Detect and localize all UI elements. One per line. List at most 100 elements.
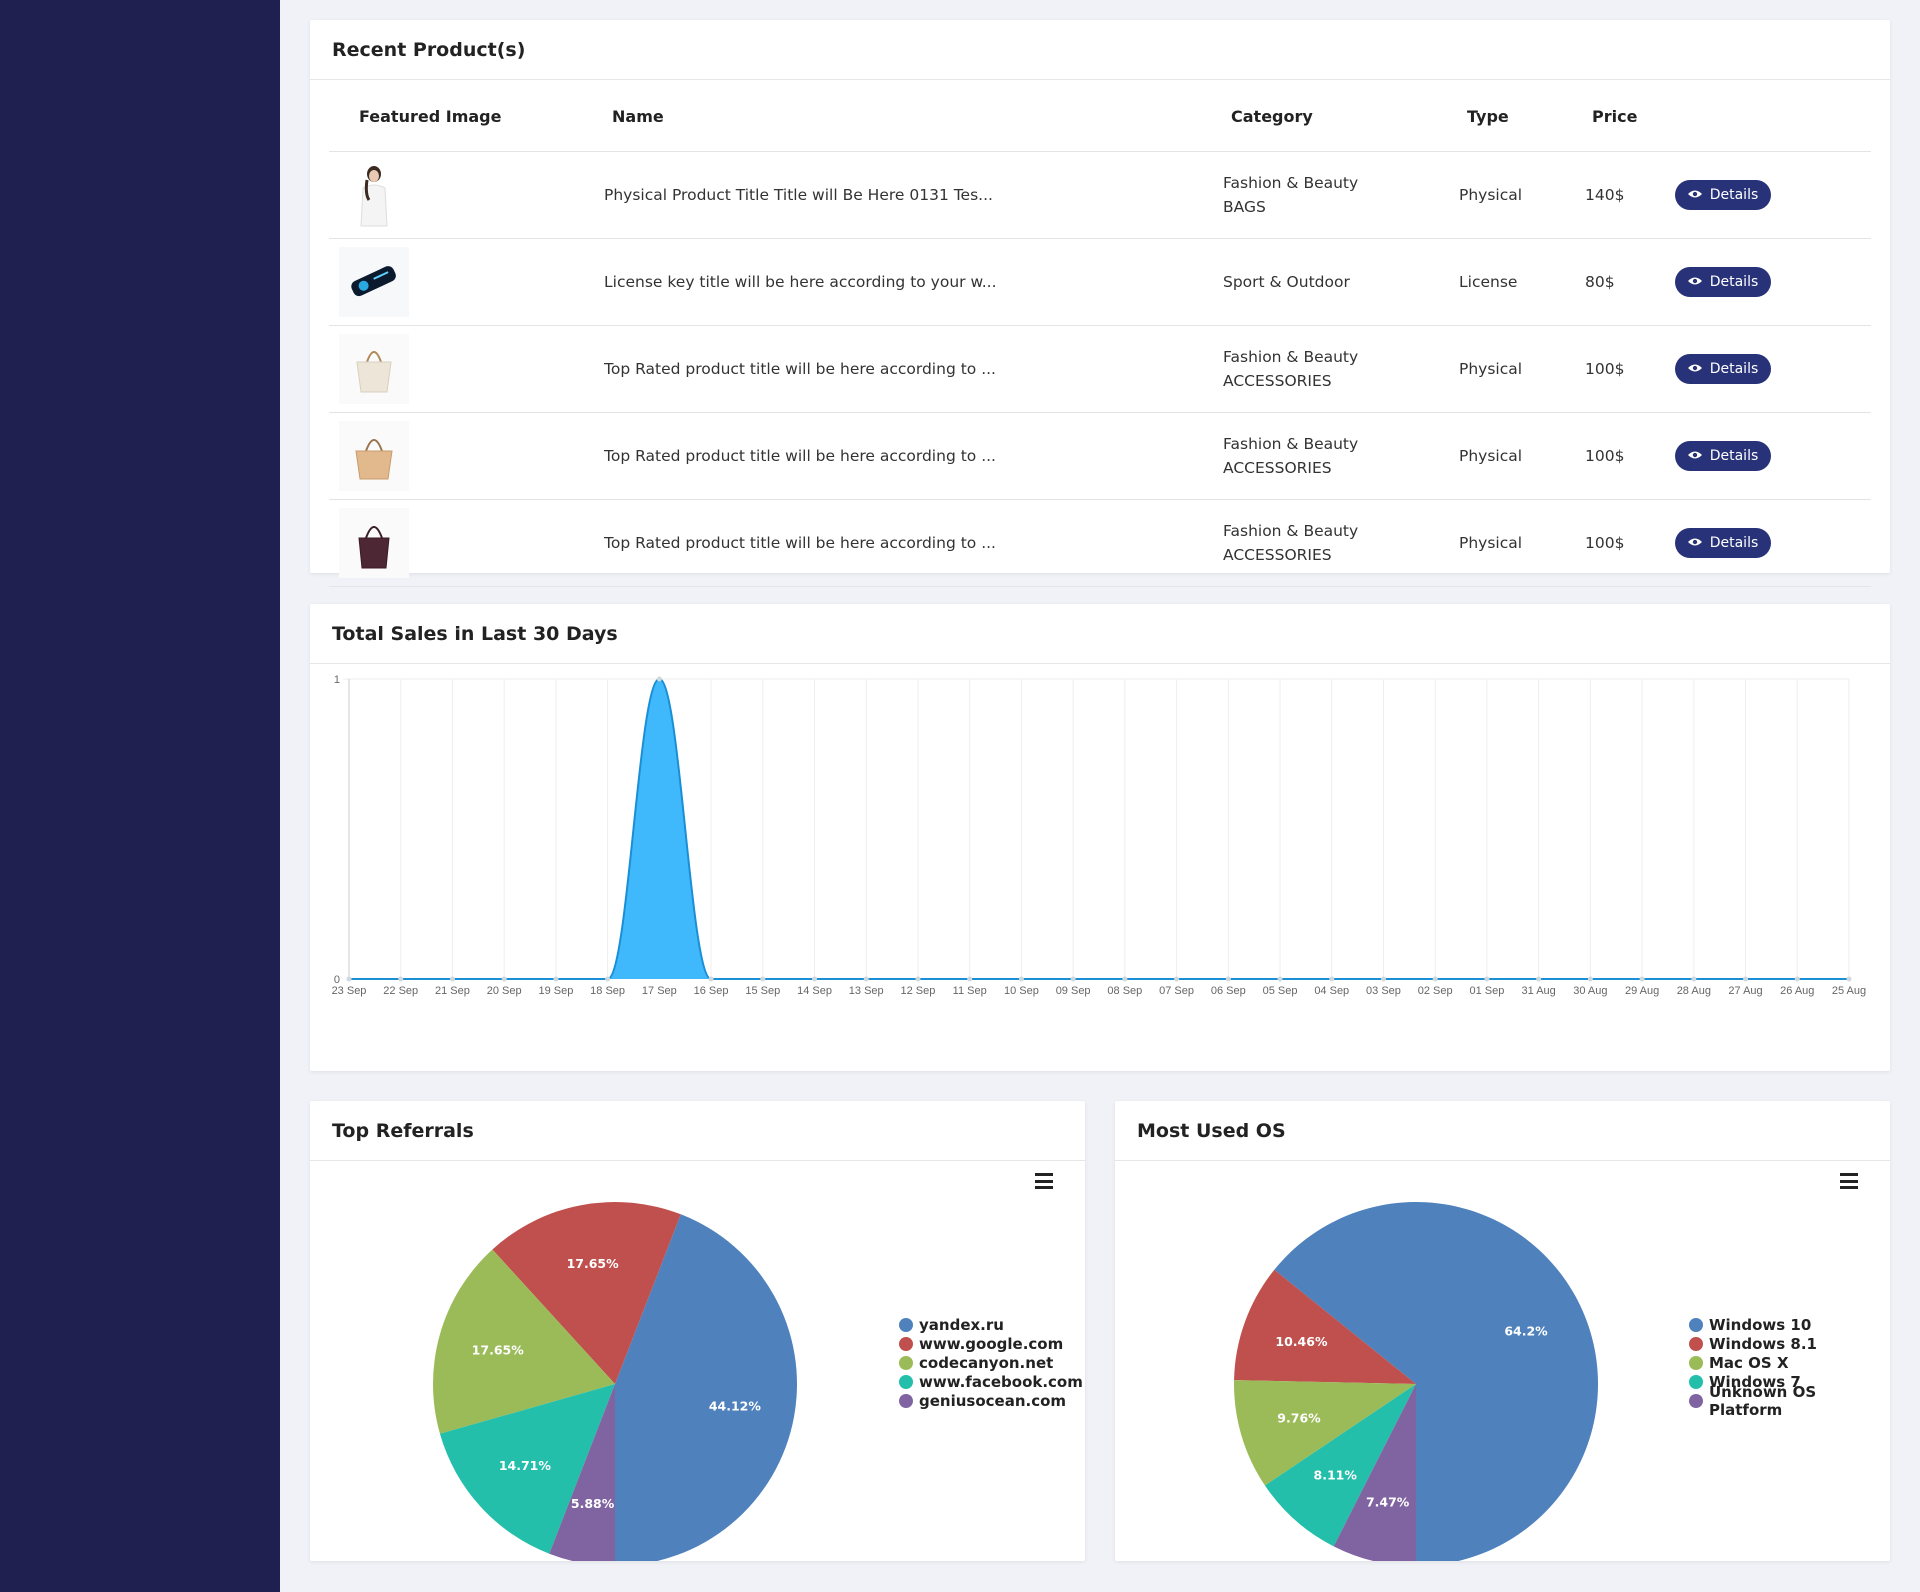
recent-products-title: Recent Product(s): [332, 38, 526, 61]
data-point[interactable]: [1691, 976, 1697, 982]
data-point[interactable]: [1587, 976, 1593, 982]
x-tick-label: 26 Aug: [1780, 985, 1814, 997]
legend-item[interactable]: Unknown OS Platform: [1689, 1383, 1890, 1419]
product-price: 100$: [1585, 360, 1625, 378]
data-point[interactable]: [1536, 976, 1542, 982]
legend-item[interactable]: Windows 10: [1689, 1315, 1890, 1334]
pie-slice[interactable]: [1274, 1202, 1598, 1561]
pie-slice[interactable]: [433, 1249, 615, 1434]
legend-swatch: [1689, 1355, 1703, 1370]
legend-item[interactable]: www.facebook.com: [899, 1372, 1083, 1391]
data-point[interactable]: [812, 976, 818, 982]
data-point[interactable]: [1484, 976, 1490, 982]
data-point[interactable]: [1743, 976, 1749, 982]
eye-icon: [1687, 274, 1702, 290]
data-point[interactable]: [760, 976, 766, 982]
legend-item[interactable]: geniusocean.com: [899, 1391, 1083, 1410]
data-point[interactable]: [863, 976, 869, 982]
pie-slice[interactable]: [1333, 1384, 1416, 1561]
data-point[interactable]: [1432, 976, 1438, 982]
data-point[interactable]: [1794, 976, 1800, 982]
data-point[interactable]: [656, 676, 662, 682]
data-point[interactable]: [1277, 976, 1283, 982]
column-header-featured-image: Featured Image: [359, 107, 502, 126]
table-header-row: Featured Image Name Category Type Price: [329, 81, 1871, 152]
legend-item[interactable]: codecanyon.net: [899, 1353, 1083, 1372]
data-point[interactable]: [708, 976, 714, 982]
data-point[interactable]: [449, 976, 455, 982]
total-sales-header: Total Sales in Last 30 Days: [310, 604, 1890, 664]
details-button[interactable]: Details: [1675, 354, 1771, 384]
legend-swatch: [899, 1317, 913, 1332]
legend-item[interactable]: Windows 8.1: [1689, 1334, 1890, 1353]
column-header-category: Category: [1231, 107, 1313, 126]
data-point[interactable]: [1329, 976, 1335, 982]
subcategory-label: ACCESSORIES: [1223, 546, 1332, 564]
category-label: Fashion & Beauty: [1223, 174, 1359, 192]
legend-item[interactable]: Windows 7: [1689, 1372, 1890, 1391]
data-point[interactable]: [1225, 976, 1231, 982]
table-row: Physical Product Title Title will Be Her…: [329, 152, 1871, 239]
x-tick-label: 12 Sep: [901, 985, 936, 997]
legend-swatch: [899, 1336, 913, 1351]
legend-item[interactable]: Mac OS X: [1689, 1353, 1890, 1372]
pie-slice[interactable]: [1264, 1384, 1416, 1547]
subcategory-label: ACCESSORIES: [1223, 372, 1332, 390]
data-point[interactable]: [605, 976, 611, 982]
data-point[interactable]: [1846, 976, 1852, 982]
details-button[interactable]: Details: [1675, 267, 1771, 297]
pie-slice[interactable]: [549, 1384, 615, 1561]
total-sales-title: Total Sales in Last 30 Days: [332, 622, 618, 645]
details-button-label: Details: [1709, 448, 1759, 464]
sidebar: [0, 0, 280, 1592]
pie-slice[interactable]: [492, 1202, 681, 1384]
legend-item[interactable]: yandex.ru: [899, 1315, 1083, 1334]
legend-label: codecanyon.net: [919, 1353, 1054, 1372]
product-category: Fashion & Beauty ACCESSORIES: [1223, 326, 1358, 412]
data-point[interactable]: [1122, 976, 1128, 982]
legend-swatch: [1689, 1336, 1703, 1351]
x-tick-label: 29 Aug: [1625, 985, 1659, 997]
x-tick-label: 08 Sep: [1107, 985, 1142, 997]
data-point[interactable]: [553, 976, 559, 982]
legend-swatch: [899, 1355, 913, 1370]
x-tick-label: 05 Sep: [1263, 985, 1298, 997]
details-button[interactable]: Details: [1675, 528, 1771, 558]
pie-slice[interactable]: [1234, 1269, 1416, 1384]
hamburger-menu-icon[interactable]: [1840, 1173, 1858, 1189]
product-category: Fashion & Beauty ACCESSORIES: [1223, 500, 1358, 586]
product-name: Top Rated product title will be here acc…: [604, 360, 996, 378]
x-tick-label: 11 Sep: [953, 985, 987, 997]
legend-item[interactable]: www.google.com: [899, 1334, 1083, 1353]
data-point[interactable]: [915, 976, 921, 982]
details-button[interactable]: Details: [1675, 441, 1771, 471]
details-button[interactable]: Details: [1675, 180, 1771, 210]
pie-slice[interactable]: [439, 1384, 615, 1554]
table-row: Top Rated product title will be here acc…: [329, 500, 1871, 587]
product-price: 80$: [1585, 273, 1615, 291]
pie-value-label: 14.71%: [499, 1458, 552, 1473]
eye-icon: [1687, 448, 1702, 464]
pie-slice[interactable]: [1234, 1380, 1416, 1486]
sales-line: [349, 677, 1849, 980]
x-tick-label: 28 Aug: [1677, 985, 1711, 997]
data-point[interactable]: [1380, 976, 1386, 982]
data-point[interactable]: [1639, 976, 1645, 982]
product-thumbnail: [339, 160, 409, 230]
pie-value-label: 5.88%: [571, 1496, 615, 1511]
data-point[interactable]: [967, 976, 973, 982]
pie-slice[interactable]: [615, 1214, 797, 1561]
data-point[interactable]: [346, 976, 352, 982]
x-tick-label: 19 Sep: [538, 985, 573, 997]
top-referrals-title: Top Referrals: [332, 1119, 474, 1142]
y-tick-label: 1: [334, 674, 340, 686]
data-point[interactable]: [1018, 976, 1024, 982]
legend-label: www.facebook.com: [919, 1372, 1083, 1391]
data-point[interactable]: [1070, 976, 1076, 982]
hamburger-menu-icon[interactable]: [1035, 1173, 1053, 1189]
data-point[interactable]: [1174, 976, 1180, 982]
data-point[interactable]: [398, 976, 404, 982]
data-point[interactable]: [501, 976, 507, 982]
details-button-label: Details: [1709, 274, 1759, 290]
x-tick-label: 30 Aug: [1573, 985, 1607, 997]
